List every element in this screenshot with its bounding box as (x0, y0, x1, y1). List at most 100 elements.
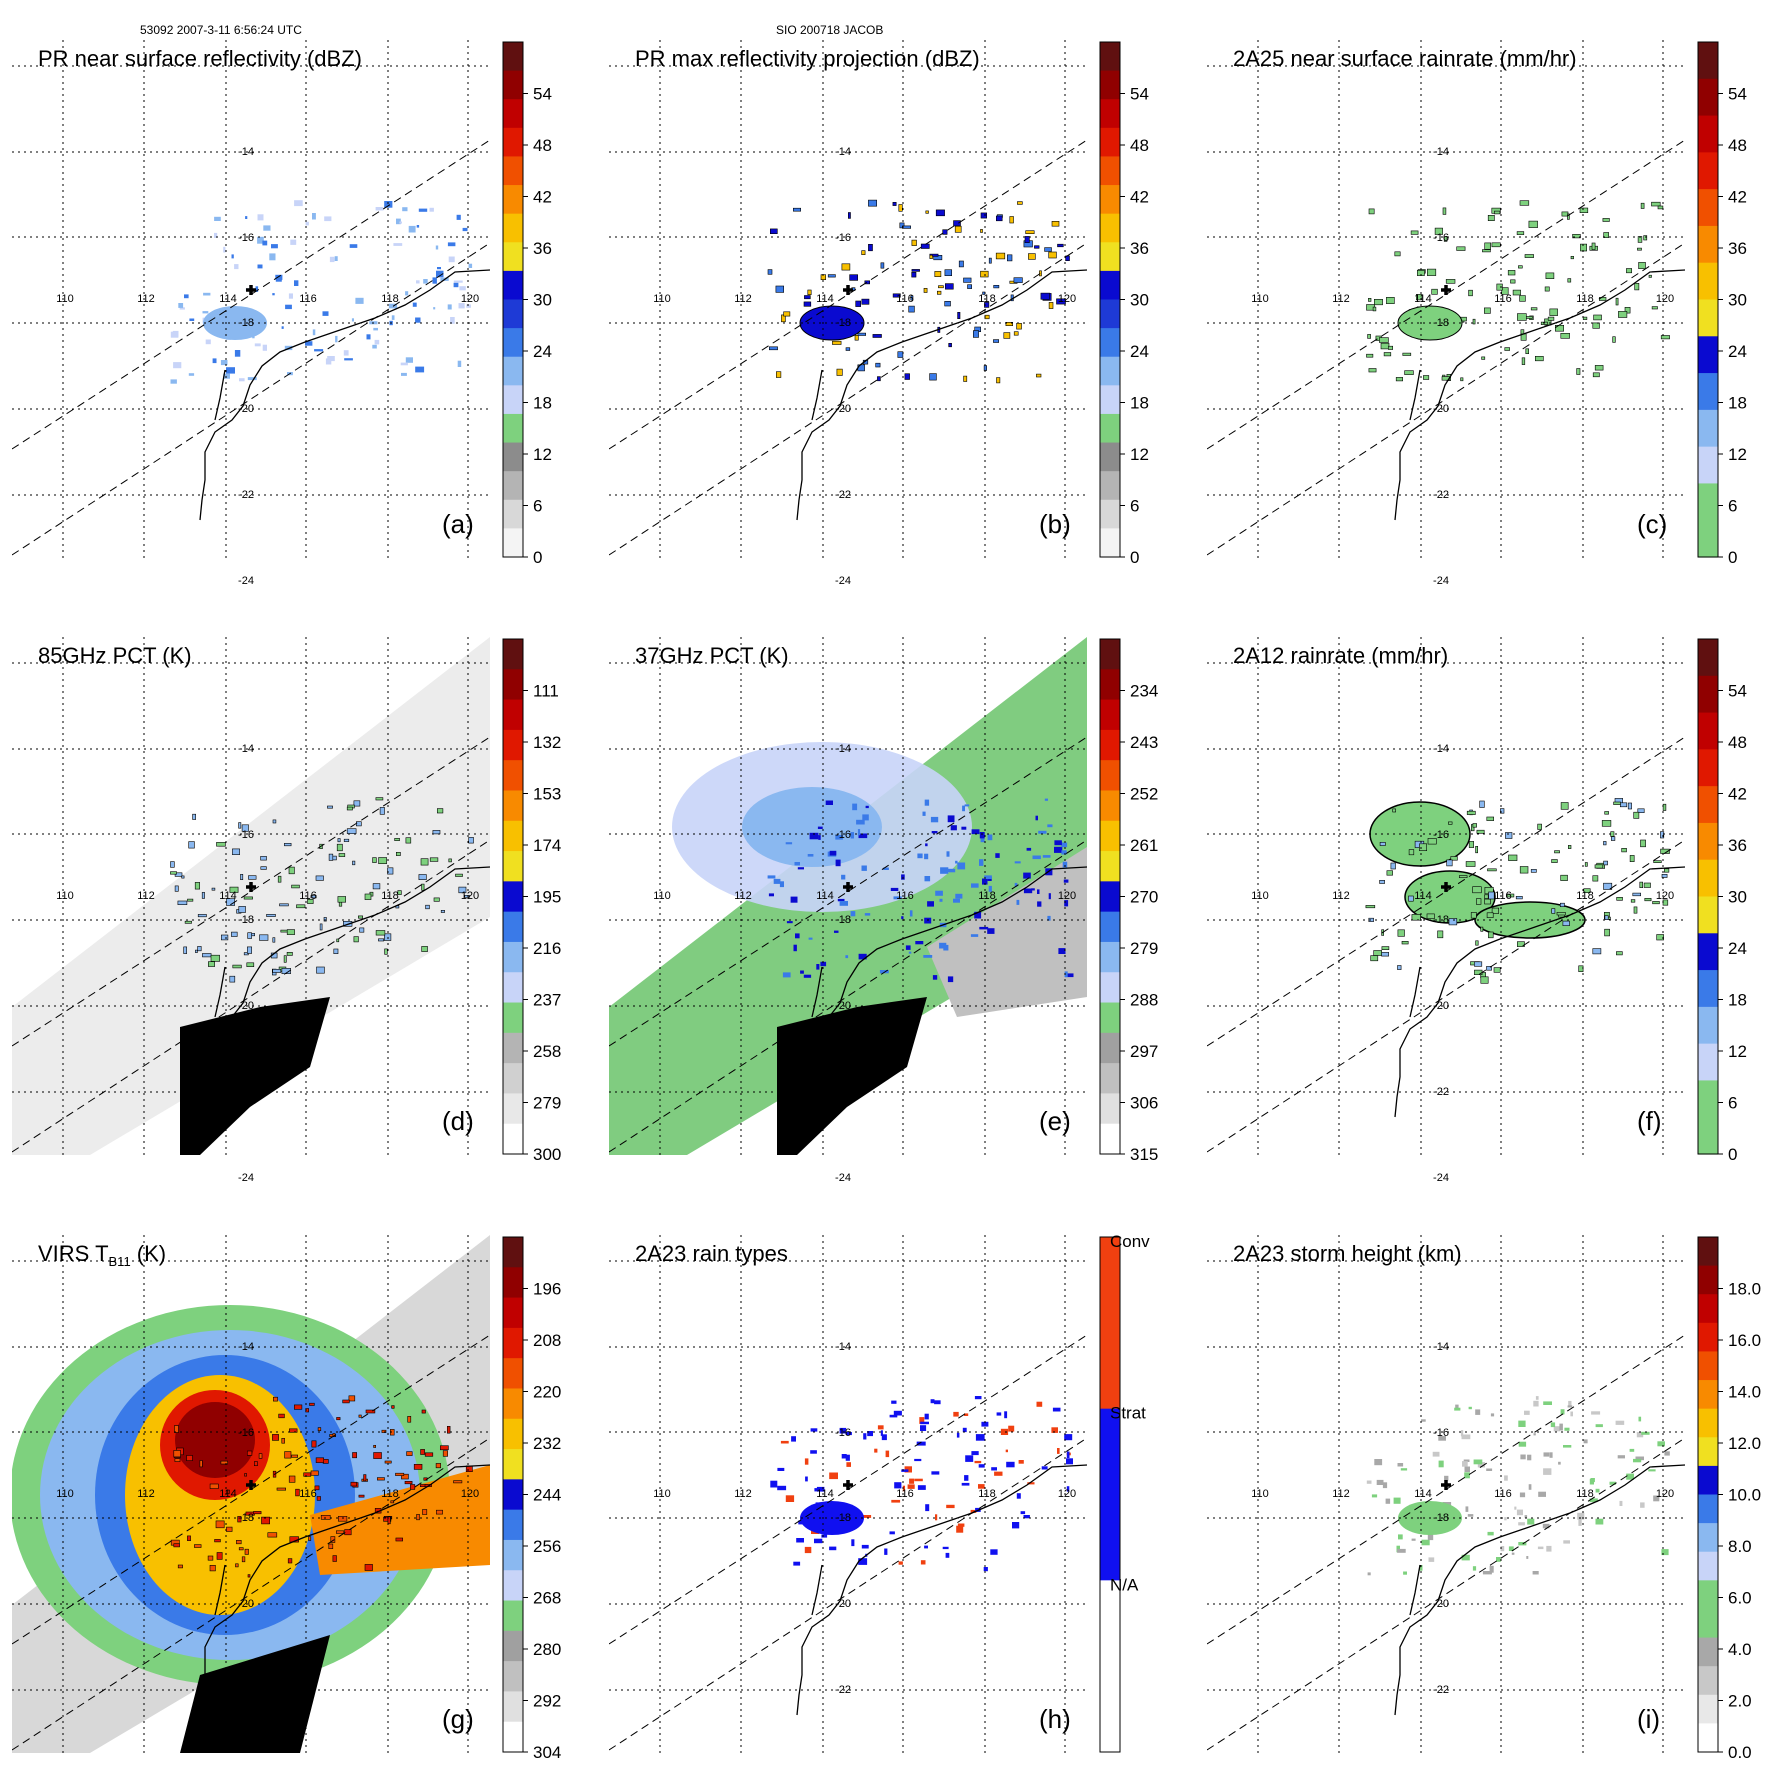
rain-pixel (285, 304, 292, 310)
rain-pixel (1560, 874, 1568, 881)
rain-pixel (892, 202, 897, 206)
rain-pixel (435, 245, 439, 250)
rain-pixel (779, 881, 784, 888)
rain-pixel (1537, 1546, 1544, 1550)
rain-pixel (861, 298, 870, 305)
rain-pixel (1479, 800, 1485, 808)
rain-pixel (338, 901, 343, 907)
rain-pixel (848, 212, 851, 219)
rain-pixel (1626, 268, 1632, 274)
rain-pixel (877, 1425, 884, 1430)
rain-pixel (829, 850, 837, 856)
swath-edge-line (609, 736, 1087, 1047)
lon-label: 120 (1656, 1488, 1674, 1500)
rain-pixel (1524, 1515, 1528, 1518)
colorbar-tick-label: 174 (533, 836, 561, 855)
rain-pixel (1637, 808, 1645, 814)
rain-pixel (220, 360, 228, 366)
colorbar-segment (1698, 1043, 1718, 1082)
rain-pixel (924, 1545, 928, 1549)
rain-pixel (775, 285, 784, 293)
rain-pixel (373, 327, 378, 331)
rain-pixel (1383, 352, 1392, 357)
rain-pixel (1535, 1396, 1539, 1400)
panel-title: VIRS TB11 (K) (38, 1241, 166, 1269)
colorbar-segment (503, 1449, 523, 1480)
rain-pixel (315, 1457, 325, 1463)
colorbar-segment (503, 1509, 523, 1541)
colorbar-segment (1698, 483, 1718, 521)
colorbar-segment (503, 851, 523, 882)
rain-pixel (183, 946, 187, 954)
swath-edge-line (12, 736, 490, 1047)
rain-pixel (1564, 1427, 1570, 1431)
rain-pixel (1056, 298, 1066, 305)
rain-pixel (258, 1453, 263, 1459)
rain-pixel (1663, 868, 1670, 873)
rain-pixel (348, 1395, 356, 1402)
rain-pixel (359, 927, 365, 933)
ir-core-dark (175, 1402, 255, 1478)
colorbar-segment (1698, 1117, 1718, 1155)
rain-pixel (1577, 1512, 1585, 1520)
rain-pixel (202, 311, 209, 314)
rain-pixel (378, 857, 387, 864)
lon-label: 112 (1332, 890, 1350, 902)
rain-pixel (1582, 316, 1588, 320)
colorbar-tick-label: 30 (1130, 291, 1149, 310)
rain-pixel (238, 1547, 244, 1551)
rain-pixel (1419, 843, 1427, 852)
rain-pixel (1051, 221, 1060, 227)
colorbar-tick-label: 54 (1728, 85, 1747, 104)
colorbar-segment (1698, 933, 1718, 971)
rain-pixel (1592, 322, 1600, 329)
rain-pixel (211, 887, 216, 891)
swath-edge-line (1207, 839, 1685, 1153)
rain-pixel (303, 1472, 312, 1477)
colorbar-segment (503, 1297, 523, 1329)
rain-pixel (938, 285, 944, 289)
panel-title: PR near surface reflectivity (dBZ) (38, 46, 362, 71)
land-black-region (180, 997, 330, 1155)
rain-pixel (879, 970, 889, 974)
rain-pixel (893, 1410, 902, 1416)
rain-pixel (310, 895, 317, 899)
swath-edge-line (1207, 1437, 1685, 1751)
colorbar-tick-label: 232 (533, 1434, 561, 1453)
rain-pixel (395, 1472, 405, 1476)
rain-pixel (845, 1432, 852, 1436)
rain-pixel (825, 800, 833, 805)
plus-marker (1441, 285, 1451, 295)
rain-pixel (332, 1555, 337, 1562)
rain-pixel (996, 1412, 1002, 1416)
plus-marker (246, 882, 256, 892)
rain-pixel (468, 263, 473, 268)
panel-letter: (e) (1039, 1106, 1071, 1136)
panel-letter: (g) (442, 1704, 474, 1734)
rain-pixel (352, 860, 356, 866)
plus-marker (246, 285, 256, 295)
rain-pixel (1445, 279, 1456, 284)
colorbar-segment (1100, 127, 1120, 158)
rain-pixel (987, 834, 993, 841)
lat-label: -18 (1433, 914, 1449, 926)
rain-pixel (1374, 1459, 1383, 1466)
rain-pixel (841, 1454, 847, 1459)
rain-pixel (173, 1543, 180, 1548)
colorbar-tick-label: 280 (533, 1640, 561, 1659)
swath-edge-line (12, 139, 490, 450)
rain-pixel (931, 831, 938, 834)
colorbar-tick-label: 268 (533, 1589, 561, 1608)
rain-pixel (391, 1405, 395, 1409)
rain-pixel (800, 970, 804, 974)
rain-pixel (1013, 277, 1023, 283)
rain-pixel (832, 340, 842, 345)
rain-pixel (1367, 1572, 1371, 1576)
rain-pixel (934, 271, 942, 277)
colorbar-segment (503, 1123, 523, 1155)
rain-pixel (1603, 860, 1608, 866)
rain-pixel (336, 843, 343, 852)
rain-pixel (316, 966, 325, 974)
rain-pixel (790, 896, 798, 903)
